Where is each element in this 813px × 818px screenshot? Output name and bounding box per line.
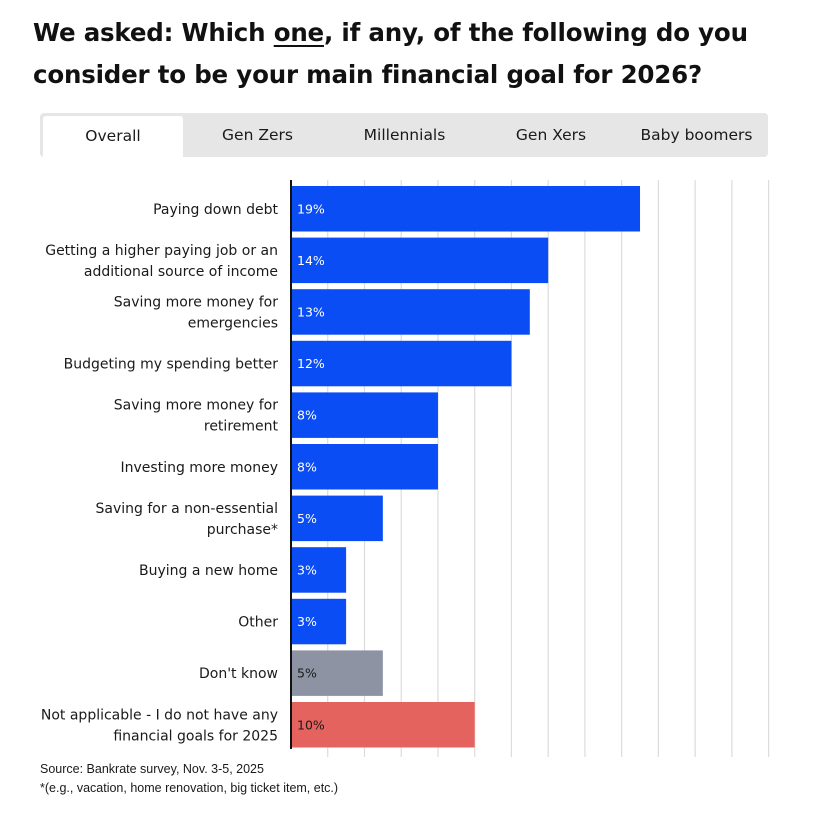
category-label: purchase* xyxy=(207,522,278,538)
bar xyxy=(291,289,530,335)
category-label: Investing more money xyxy=(121,460,278,476)
category-label: Saving more money for xyxy=(114,294,278,310)
category-label: Buying a new home xyxy=(139,563,278,579)
bar xyxy=(291,340,512,387)
category-label: emergencies xyxy=(188,315,278,331)
category-label: Budgeting my spending better xyxy=(64,357,279,373)
generation-tabs: Overall Gen Zers Millennials Gen Xers Ba… xyxy=(40,113,768,157)
bar-value-label: 12% xyxy=(297,356,325,371)
bar-value-label: 5% xyxy=(297,666,317,681)
bar-value-label: 13% xyxy=(297,304,325,319)
bar-value-label: 3% xyxy=(297,562,317,577)
title-prefix: We asked: Which xyxy=(33,18,274,47)
bar xyxy=(291,547,347,593)
bar-value-label: 14% xyxy=(297,253,325,268)
bar-value-label: 8% xyxy=(297,459,317,474)
category-label: Saving more money for xyxy=(114,398,278,414)
category-label: Other xyxy=(238,615,278,631)
bar xyxy=(291,495,383,542)
category-label: Paying down debt xyxy=(153,202,278,218)
category-label: Saving for a non-essential xyxy=(96,501,278,517)
tab-millennials[interactable]: Millennials xyxy=(363,126,446,144)
category-label: Not applicable - I do not have any xyxy=(41,707,278,723)
bar xyxy=(291,598,347,645)
category-label: additional source of income xyxy=(84,264,278,280)
chart-title: We asked: Which one, if any, of the foll… xyxy=(33,12,793,96)
bar xyxy=(291,237,549,284)
bar-value-label: 5% xyxy=(297,511,317,526)
bar-value-label: 8% xyxy=(297,408,317,423)
bar xyxy=(291,186,641,232)
bar xyxy=(291,650,383,696)
tab-baby-boomers[interactable]: Baby boomers xyxy=(640,126,753,144)
category-label: financial goals for 2025 xyxy=(113,728,278,744)
title-suffix: , if any, of the following do you consid… xyxy=(33,18,748,89)
tab-gen-zers[interactable]: Gen Zers xyxy=(222,126,293,144)
bar xyxy=(291,702,475,748)
title-emphasis: one xyxy=(273,18,324,47)
tab-overall[interactable]: Overall xyxy=(43,116,183,157)
source-note: Source: Bankrate survey, Nov. 3-5, 2025 xyxy=(40,762,264,776)
category-label: Don't know xyxy=(199,666,278,682)
category-label: retirement xyxy=(204,419,279,435)
bar-value-label: 3% xyxy=(297,614,317,629)
bar xyxy=(291,392,438,438)
category-label: Getting a higher paying job or an xyxy=(45,243,278,259)
bar xyxy=(291,444,438,490)
footnote: *(e.g., vacation, home renovation, big t… xyxy=(40,781,339,795)
bar-value-label: 19% xyxy=(297,201,325,216)
bar-value-label: 10% xyxy=(297,717,325,732)
tab-gen-xers[interactable]: Gen Xers xyxy=(515,126,587,144)
